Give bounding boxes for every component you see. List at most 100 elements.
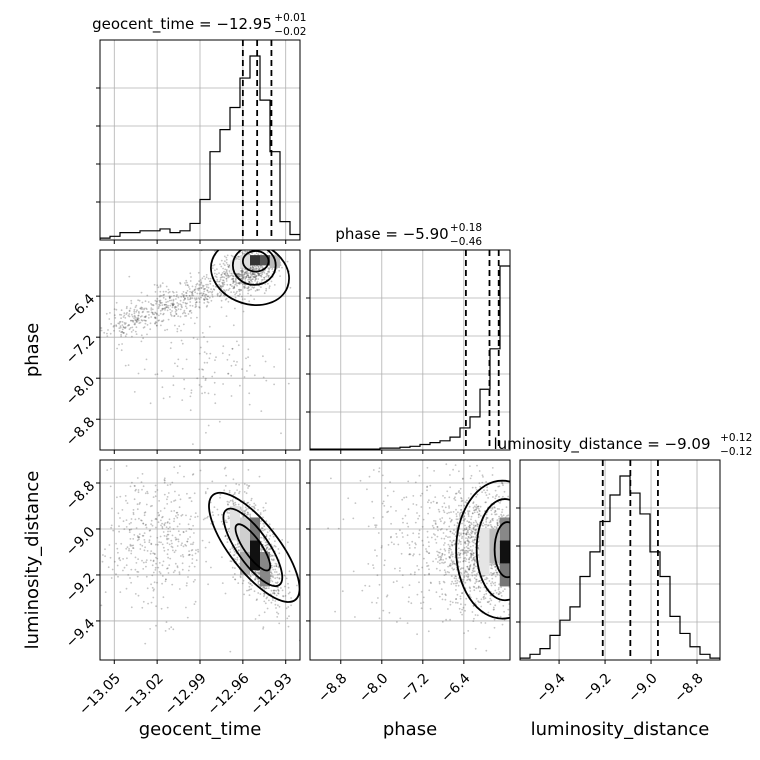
- scatter-point: [473, 564, 475, 566]
- scatter-point: [484, 523, 486, 526]
- scatter-point: [239, 384, 241, 387]
- scatter-point: [255, 268, 257, 271]
- scatter-point: [265, 520, 268, 522]
- scatter-point: [469, 552, 472, 555]
- scatter-point: [467, 536, 470, 538]
- scatter-point: [467, 536, 470, 538]
- scatter-point: [260, 547, 263, 549]
- scatter-point: [476, 614, 479, 617]
- scatter-point: [452, 539, 455, 542]
- scatter-point: [458, 504, 460, 507]
- scatter-point: [445, 535, 447, 537]
- scatter-point: [123, 566, 126, 569]
- scatter-point: [497, 593, 500, 595]
- scatter-point: [230, 364, 233, 367]
- scatter-point: [249, 271, 252, 274]
- scatter-point: [161, 526, 164, 528]
- scatter-point: [185, 544, 188, 547]
- scatter-point: [232, 478, 235, 481]
- scatter-point: [232, 503, 235, 506]
- scatter-point: [162, 307, 164, 310]
- scatter-point: [225, 280, 228, 282]
- scatter-point: [262, 516, 264, 519]
- scatter-point: [163, 307, 166, 310]
- scatter-point: [399, 529, 401, 532]
- scatter-point: [452, 511, 455, 513]
- scatter-point: [465, 550, 468, 552]
- scatter-point: [224, 260, 226, 263]
- scatter-point: [472, 552, 475, 555]
- scatter-point: [258, 288, 260, 291]
- scatter-point: [492, 573, 495, 575]
- scatter-point: [474, 519, 477, 522]
- scatter-point: [253, 507, 256, 510]
- scatter-point: [251, 278, 254, 281]
- scatter-point: [513, 552, 515, 554]
- scatter-point: [496, 508, 499, 510]
- scatter-point: [450, 518, 453, 521]
- scatter-point: [181, 367, 184, 370]
- scatter-point: [136, 319, 138, 322]
- scatter-point: [486, 582, 488, 585]
- scatter-point: [272, 589, 275, 592]
- scatter-point: [135, 527, 138, 529]
- scatter-point: [188, 553, 191, 556]
- scatter-point: [515, 518, 517, 520]
- scatter-point: [250, 273, 252, 276]
- scatter-point: [203, 351, 206, 353]
- scatter-point: [158, 303, 161, 306]
- scatter-point: [278, 269, 281, 272]
- scatter-point: [271, 580, 274, 583]
- scatter-point: [243, 483, 246, 485]
- scatter-point: [499, 502, 501, 504]
- scatter-point: [130, 302, 133, 305]
- scatter-point: [485, 576, 488, 579]
- scatter-point: [163, 524, 166, 527]
- scatter-point: [188, 294, 191, 297]
- scatter-point: [182, 291, 185, 293]
- scatter-point: [445, 557, 447, 560]
- scatter-point: [494, 566, 497, 568]
- scatter-point: [517, 496, 519, 498]
- scatter-point: [161, 309, 164, 311]
- scatter-point: [122, 326, 125, 329]
- scatter-point: [264, 283, 267, 285]
- y-tick-label: −7.2: [63, 332, 98, 367]
- scatter-point: [222, 345, 225, 348]
- scatter-point: [236, 243, 238, 245]
- scatter-point: [273, 592, 276, 595]
- scatter-point: [150, 309, 153, 311]
- scatter-point: [462, 477, 464, 480]
- scatter-point: [174, 324, 176, 327]
- scatter-point: [252, 266, 255, 269]
- scatter-point: [191, 297, 194, 300]
- scatter-point: [162, 596, 165, 599]
- scatter-point: [507, 514, 510, 517]
- scatter-point: [465, 575, 468, 578]
- scatter-point: [460, 504, 463, 507]
- scatter-point: [474, 542, 477, 545]
- scatter-point: [274, 571, 276, 573]
- scatter-point: [267, 282, 269, 285]
- scatter-point: [242, 247, 244, 249]
- x-tick-label: −12.93: [248, 670, 296, 718]
- scatter-point: [462, 519, 465, 522]
- scatter-point: [282, 595, 285, 598]
- scatter-point: [440, 537, 443, 540]
- scatter-point: [226, 538, 229, 540]
- scatter-point: [122, 331, 125, 334]
- scatter-point: [166, 533, 169, 536]
- scatter-point: [218, 280, 220, 283]
- scatter-point: [238, 490, 241, 493]
- scatter-point: [471, 549, 474, 551]
- scatter-point: [148, 529, 151, 532]
- scatter-point: [164, 580, 167, 583]
- scatter-point: [537, 522, 539, 524]
- scatter-point: [448, 556, 451, 558]
- scatter-point: [445, 618, 447, 621]
- scatter-point: [267, 244, 269, 246]
- scatter-point: [220, 292, 223, 295]
- scatter-point: [149, 322, 152, 325]
- scatter-point: [459, 514, 461, 517]
- scatter-point: [471, 531, 474, 533]
